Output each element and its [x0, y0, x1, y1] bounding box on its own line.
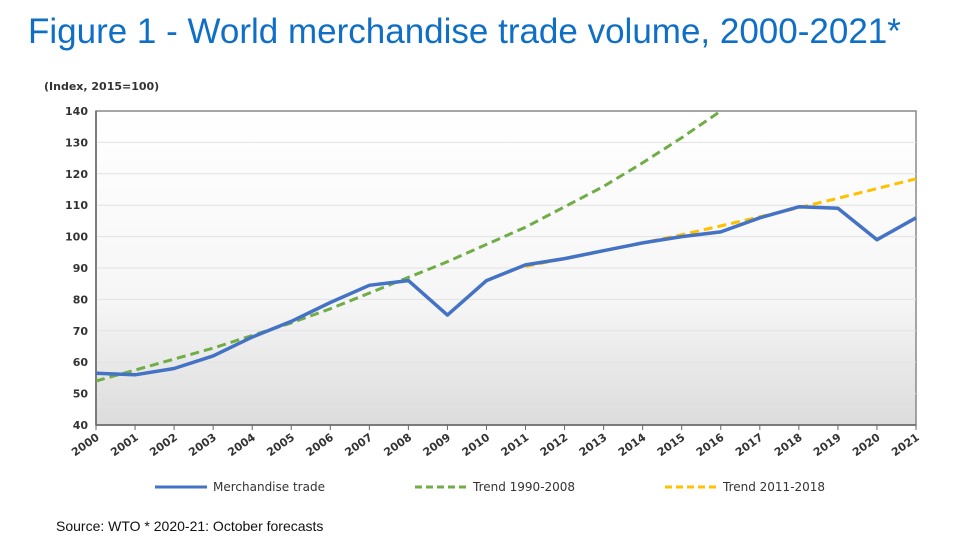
y-tick-label: 80 [73, 293, 89, 306]
legend-label: Trend 2011-2018 [722, 480, 825, 494]
x-tick-label: 2003 [186, 431, 219, 459]
chart-title: Figure 1 - World merchandise trade volum… [28, 12, 901, 51]
legend-item: Trend 1990-2008 [415, 480, 575, 494]
x-tick-label: 2010 [460, 431, 493, 459]
x-tick-label: 2017 [733, 431, 766, 459]
legend-label: Merchandise trade [213, 480, 325, 494]
y-tick-label: 50 [73, 388, 89, 401]
x-tick-label: 2021 [889, 431, 922, 459]
x-tick-label: 2019 [811, 431, 844, 459]
x-tick-label: 2014 [616, 431, 649, 459]
x-tick-label: 2005 [264, 431, 297, 459]
series-line-0 [95, 205, 917, 377]
y-tick-label: 140 [65, 105, 88, 118]
legend-item: Trend 2011-2018 [665, 480, 825, 494]
x-tick-label: 2004 [225, 431, 258, 459]
y-tick-label: 90 [73, 262, 89, 275]
legend-label: Trend 1990-2008 [472, 480, 575, 494]
y-tick-label: 70 [73, 325, 89, 338]
x-tick-label: 2007 [343, 431, 376, 459]
series-line-1 [95, 109, 722, 383]
y-tick-label: 110 [65, 199, 88, 212]
x-tick-label: 2001 [108, 431, 141, 459]
x-tick-label: 2015 [655, 431, 688, 459]
source-note: Source: WTO * 2020-21: October forecasts [56, 518, 324, 534]
x-tick-label: 2018 [772, 431, 805, 459]
x-tick-label: 2012 [538, 431, 571, 459]
x-tick-label: 2011 [499, 431, 532, 459]
legend-item: Merchandise trade [155, 480, 325, 494]
y-axis-label: (Index, 2015=100) [44, 80, 160, 93]
y-tick-label: 40 [73, 419, 89, 432]
x-tick-label: 2002 [147, 431, 180, 459]
x-tick-label: 2008 [382, 431, 415, 459]
y-tick-label: 120 [65, 168, 88, 181]
series-line-2 [525, 177, 917, 268]
y-tick-label: 60 [73, 356, 89, 369]
x-tick-label: 2020 [850, 431, 883, 459]
x-tick-label: 2006 [303, 431, 336, 459]
x-tick-label: 2009 [421, 431, 454, 459]
x-tick-label: 2000 [69, 431, 102, 459]
y-tick-label: 130 [65, 136, 88, 149]
x-tick-label: 2013 [577, 431, 610, 459]
x-tick-label: 2016 [694, 431, 727, 459]
y-tick-label: 100 [65, 231, 88, 244]
